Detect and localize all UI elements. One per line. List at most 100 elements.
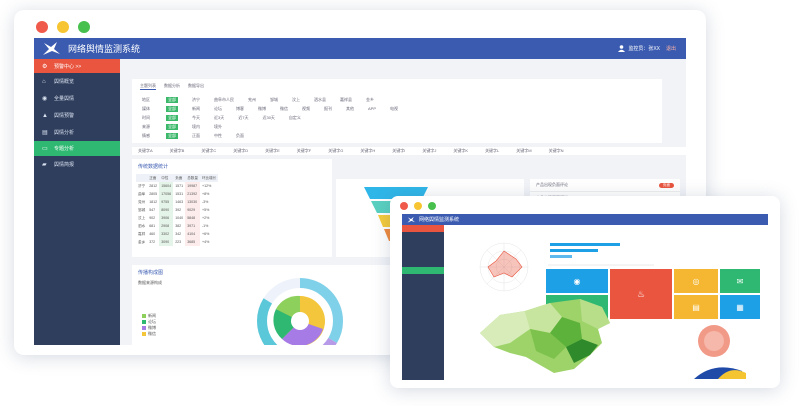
keyword-tab[interactable]: 关键字K	[453, 148, 469, 153]
detail-side-item[interactable]	[402, 259, 444, 267]
detail-side-item-active[interactable]	[402, 225, 444, 232]
filter-option[interactable]: 微信	[280, 105, 288, 111]
keyword-tab[interactable]: 关键字E	[265, 148, 280, 153]
table-row[interactable]: 兖州 1812 9755 1463 13030 -3%	[136, 198, 219, 206]
filter-option[interactable]: 金乡	[366, 96, 374, 102]
bar-chart	[548, 243, 654, 266]
filter-option[interactable]: 全部	[166, 132, 178, 139]
detail-side-item-green[interactable]	[402, 267, 444, 274]
filter-option[interactable]: 电视	[390, 105, 399, 111]
table-row[interactable]: 泗水 681 2908 382 3971 -1%	[136, 222, 219, 230]
table-cell: 392	[173, 206, 186, 214]
alert-item[interactable]: 产品出现负面评论 负面	[530, 179, 680, 192]
close-dot[interactable]	[36, 21, 48, 33]
tab-data-analysis[interactable]: 数据分析	[164, 83, 180, 88]
sidebar-item-overview[interactable]: ⌂ 舆情概览	[34, 73, 120, 90]
keyword-tab[interactable]: 关键字F	[296, 148, 312, 153]
filter-option[interactable]: 近7天	[238, 114, 249, 120]
filter-option[interactable]: 正面	[192, 132, 200, 138]
maximize-dot[interactable]	[78, 21, 90, 33]
table-row[interactable]: 嘉祥 460 3302 342 4104 +6%	[136, 230, 219, 238]
warning-icon: ▲	[42, 112, 48, 119]
keyword-tab[interactable]: 关键字C	[201, 148, 217, 153]
filter-option[interactable]: 自定义	[288, 114, 301, 120]
doc-icon[interactable]: ▤	[674, 295, 718, 319]
mail-icon[interactable]: ✉	[720, 269, 760, 293]
keyword-tab[interactable]: 关键字A	[138, 148, 153, 153]
table-row[interactable]: 邹城 547 8090 392 9029 +5%	[136, 206, 219, 214]
table-cell: 681	[147, 222, 160, 230]
keyword-tab[interactable]: 关键字M	[516, 148, 532, 153]
close-dot[interactable]	[400, 202, 408, 210]
detail-side-item[interactable]	[402, 243, 444, 251]
grid-icon[interactable]: ▦	[720, 295, 760, 319]
table-row[interactable]: 金乡 372 3090 223 3685 +4%	[136, 238, 219, 246]
table-row[interactable]: 济宁 2812 15604 1571 19987 +12%	[136, 182, 219, 190]
filter-option[interactable]: 邹城	[270, 96, 278, 102]
detail-side-item[interactable]	[402, 251, 444, 259]
detail-window: 网络舆情监测系统 ◉ ♨ ◎	[390, 196, 780, 388]
table-cell: 9755	[159, 198, 174, 206]
filter-option[interactable]: 全部	[166, 105, 178, 112]
keyword-tab[interactable]: 关键字D	[233, 148, 249, 153]
detail-side-item[interactable]	[402, 235, 444, 243]
sidebar-item-brief[interactable]: ▰ 舆情简报	[34, 156, 120, 173]
keyword-tab[interactable]: 关键字N	[548, 148, 564, 153]
table-cell: 5848	[185, 214, 200, 222]
filter-option[interactable]: 视频	[302, 105, 310, 111]
keyword-tab[interactable]: 关键字G	[328, 148, 344, 153]
keyword-tab[interactable]: 关键字L	[485, 148, 500, 153]
filter-option[interactable]: 嘉祥县	[340, 96, 352, 102]
tab-topic-list[interactable]: 主题列表	[140, 83, 156, 90]
logout-link[interactable]: 退出	[665, 46, 676, 52]
filter-option[interactable]: 论坛	[214, 105, 222, 111]
detail-side-item[interactable]	[402, 274, 444, 282]
keyword-tab[interactable]: 关键字H	[360, 148, 376, 153]
eye-icon[interactable]: ◉	[546, 269, 608, 293]
legend-item: 微信	[142, 331, 156, 337]
filter-option[interactable]: 今天	[192, 114, 200, 120]
filter-option[interactable]: 兖州	[248, 96, 256, 102]
sidebar-item-topic[interactable]: ▭ 专题分析	[34, 141, 120, 156]
keyword-tab[interactable]: 关键字J	[422, 148, 437, 153]
filter-option[interactable]: 负面	[236, 132, 244, 138]
stats-title: 传统数据统计	[138, 164, 169, 170]
filter-option[interactable]: 全部	[166, 114, 178, 121]
table-row[interactable]: 曲阜 2805 17056 1531 21392 +8%	[136, 190, 219, 198]
filter-option[interactable]: 近3天	[214, 114, 225, 120]
filter-option[interactable]: 境外	[214, 123, 222, 129]
user-name[interactable]: 监控员：张XX	[628, 46, 660, 52]
keyword-tab[interactable]: 关键字I	[392, 148, 406, 153]
filter-option[interactable]: 全部	[166, 96, 178, 103]
tab-data-export[interactable]: 数据导出	[188, 83, 204, 88]
filter-option[interactable]: 曲阜市人民	[214, 96, 234, 102]
filter-option[interactable]: 泗水县	[314, 96, 326, 102]
filter-option[interactable]: 全部	[166, 123, 178, 130]
legend: 新闻 论坛 微博 微信	[142, 313, 156, 337]
sidebar-item-all[interactable]: ◉ 全量舆情	[34, 90, 120, 107]
filter-option[interactable]: 报刊	[324, 105, 332, 111]
filter-option[interactable]: 境内	[192, 123, 200, 129]
filter-option[interactable]: 近30天	[262, 114, 275, 120]
logo-icon	[407, 216, 415, 223]
minimize-dot[interactable]	[57, 21, 69, 33]
filter-option[interactable]: APP	[368, 106, 377, 111]
sidebar-item-analysis[interactable]: ▤ 舆情分析	[34, 124, 120, 141]
sidebar-item-alert-center[interactable]: ⚙ 预警中心 >>	[34, 59, 120, 73]
keyword-tab[interactable]: 关键字B	[169, 148, 185, 153]
filter-option[interactable]: 博客	[236, 105, 244, 111]
filter-option[interactable]: 济宁	[192, 96, 200, 102]
fire-icon[interactable]: ♨	[610, 269, 672, 319]
filter-option[interactable]: 微博	[258, 105, 266, 111]
minimize-dot[interactable]	[414, 202, 422, 210]
filter-option[interactable]: 汶上	[292, 96, 300, 102]
table-cell: +6%	[199, 230, 219, 238]
filter-option[interactable]: 其他	[346, 105, 354, 111]
maximize-dot[interactable]	[428, 202, 436, 210]
table-cell: 372	[147, 238, 160, 246]
table-row[interactable]: 汶上 902 3906 1040 5848 +2%	[136, 214, 219, 222]
filter-option[interactable]: 中性	[214, 132, 222, 138]
filter-option[interactable]: 新闻	[192, 105, 200, 111]
sidebar-item-warning[interactable]: ▲ 舆情预警	[34, 107, 120, 124]
chat-icon[interactable]: ◎	[674, 269, 718, 293]
